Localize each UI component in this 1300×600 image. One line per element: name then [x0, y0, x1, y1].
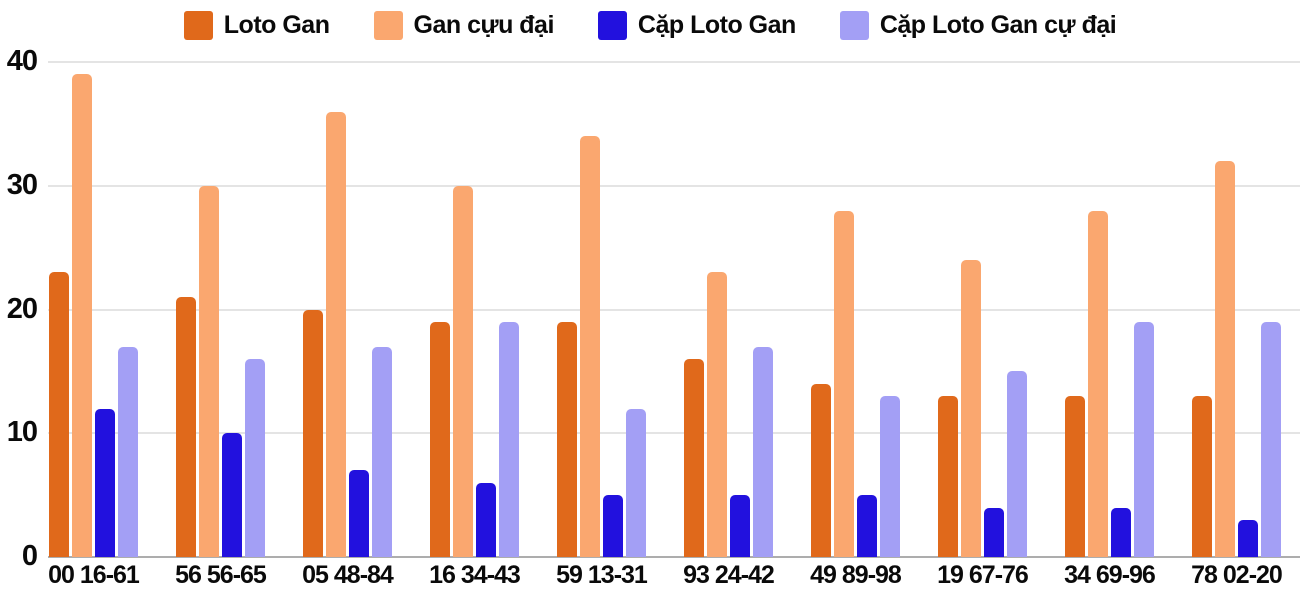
bar	[303, 309, 323, 557]
legend-swatch-cap-loto-gan	[597, 10, 627, 40]
bar-group	[1046, 62, 1173, 557]
bar-group	[157, 62, 284, 557]
x-axis-category-label: 78 02-20	[1191, 561, 1283, 589]
x-axis-category-label: 05 48-84	[302, 561, 394, 589]
plot-area	[30, 62, 1300, 557]
bar-group	[411, 62, 538, 557]
bar	[753, 346, 773, 557]
bar	[684, 359, 704, 557]
x-axis-category-label: 16 34-43	[429, 561, 521, 589]
bar	[880, 396, 900, 557]
legend-swatch-cap-loto-gan-cu-dai	[839, 10, 869, 40]
bar	[72, 74, 92, 557]
bar	[580, 136, 600, 557]
x-axis-category-label: 59 13-31	[556, 561, 648, 589]
y-axis-tick-label: 40	[6, 44, 38, 77]
x-axis-category-label: 00 16-61	[48, 561, 140, 589]
bar	[730, 495, 750, 557]
bar	[118, 346, 138, 557]
y-axis-tick-label: 30	[6, 168, 38, 201]
x-axis: 00 16-61 56 56-65 05 48-84 16 34-43 59 13-31…	[30, 561, 1300, 590]
bar	[1065, 396, 1085, 557]
bar-group	[792, 62, 919, 557]
bar-group	[919, 62, 1046, 557]
y-axis-tick-label: 20	[6, 292, 38, 325]
legend-swatch-gan-cuu-dai	[373, 10, 403, 40]
legend-label-loto-gan: Loto Gan	[223, 10, 330, 39]
x-axis-category-label: 19 67-76	[937, 561, 1029, 589]
x-axis-baseline	[48, 556, 1300, 558]
chart-legend: Loto Gan Gan cựu đại Cặp Loto Gan Cặp Lo…	[0, 8, 1300, 42]
bar	[349, 470, 369, 557]
bar	[1134, 321, 1154, 557]
bar	[1007, 371, 1027, 557]
legend-label-cap-loto-gan: Cặp Loto Gan	[637, 10, 796, 39]
bar	[245, 359, 265, 557]
x-axis-category-label: 49 89-98	[810, 561, 902, 589]
legend-item-loto-gan: Loto Gan	[183, 10, 330, 40]
bar	[499, 321, 519, 557]
bar	[707, 272, 727, 557]
bar	[834, 210, 854, 557]
bar	[453, 185, 473, 557]
y-axis-tick-label: 10	[6, 416, 38, 449]
bar	[1192, 396, 1212, 557]
bar	[857, 495, 877, 557]
bar	[603, 495, 623, 557]
bar	[984, 507, 1004, 557]
x-axis-category-label: 34 69-96	[1064, 561, 1156, 589]
bar	[176, 297, 196, 557]
gridline	[48, 308, 1300, 311]
bar	[476, 482, 496, 557]
gridline	[48, 184, 1300, 187]
bar	[1238, 519, 1258, 557]
bar-group	[284, 62, 411, 557]
legend-label-cap-loto-gan-cu-dai: Cặp Loto Gan cự đại	[879, 10, 1117, 39]
bar	[1111, 507, 1131, 557]
gridline	[48, 432, 1300, 435]
bar	[1088, 210, 1108, 557]
bar-group	[665, 62, 792, 557]
bar-group	[538, 62, 665, 557]
bar	[557, 321, 577, 557]
bar	[326, 111, 346, 557]
bar	[222, 433, 242, 557]
bar	[1261, 321, 1281, 557]
legend-item-cap-loto-gan-cu-dai: Cặp Loto Gan cự đại	[839, 10, 1117, 40]
x-axis-category-label: 93 24-42	[683, 561, 775, 589]
bar	[811, 383, 831, 557]
bar	[961, 260, 981, 557]
bar	[49, 272, 69, 557]
bar	[372, 346, 392, 557]
x-axis-category-label: 56 56-65	[175, 561, 267, 589]
legend-item-gan-cuu-dai: Gan cựu đại	[373, 10, 555, 40]
legend-label-gan-cuu-dai: Gan cựu đại	[413, 10, 555, 39]
bar-group	[1173, 62, 1300, 557]
legend-item-cap-loto-gan: Cặp Loto Gan	[597, 10, 796, 40]
bar	[199, 185, 219, 557]
bar	[95, 408, 115, 557]
y-axis-tick-label: 0	[21, 539, 38, 572]
bar	[1215, 161, 1235, 557]
bar	[430, 321, 450, 557]
legend-swatch-loto-gan	[183, 10, 213, 40]
bar	[626, 408, 646, 557]
bar	[938, 396, 958, 557]
bar-group	[30, 62, 157, 557]
gridline	[48, 61, 1300, 63]
